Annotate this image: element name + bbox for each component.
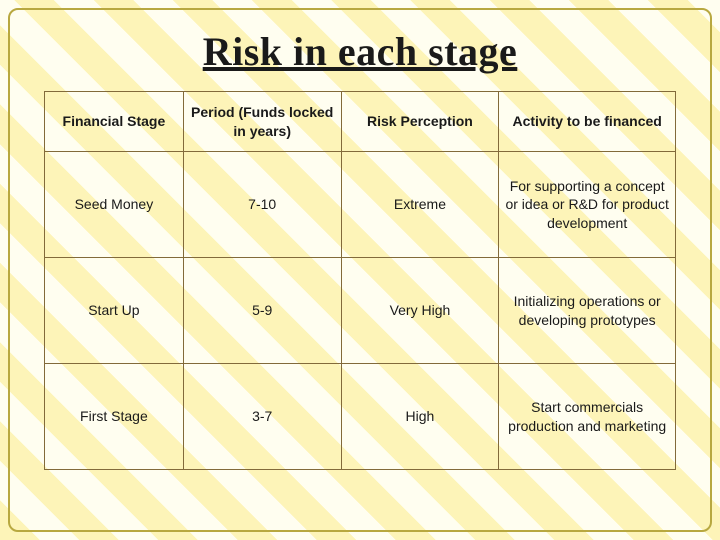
table-row: Seed Money 7-10 Extreme For supporting a… (45, 152, 676, 258)
table-row: Start Up 5-9 Very High Initializing oper… (45, 258, 676, 364)
cell-period: 7-10 (183, 152, 341, 258)
cell-stage: Seed Money (45, 152, 184, 258)
table-header-row: Financial Stage Period (Funds locked in … (45, 92, 676, 152)
risk-table: Financial Stage Period (Funds locked in … (44, 91, 676, 470)
cell-stage: Start Up (45, 258, 184, 364)
cell-activity: Start commercials production and marketi… (499, 364, 676, 470)
col-header-risk: Risk Perception (341, 92, 499, 152)
cell-period: 5-9 (183, 258, 341, 364)
slide-frame: Risk in each stage Financial Stage Perio… (8, 8, 712, 532)
table-row: First Stage 3-7 High Start commercials p… (45, 364, 676, 470)
col-header-stage: Financial Stage (45, 92, 184, 152)
cell-activity: Initializing operations or developing pr… (499, 258, 676, 364)
cell-stage: First Stage (45, 364, 184, 470)
col-header-activity: Activity to be financed (499, 92, 676, 152)
cell-activity: For supporting a concept or idea or R&D … (499, 152, 676, 258)
cell-risk: Extreme (341, 152, 499, 258)
cell-risk: High (341, 364, 499, 470)
col-header-period: Period (Funds locked in years) (183, 92, 341, 152)
slide-title: Risk in each stage (44, 28, 676, 75)
cell-risk: Very High (341, 258, 499, 364)
cell-period: 3-7 (183, 364, 341, 470)
